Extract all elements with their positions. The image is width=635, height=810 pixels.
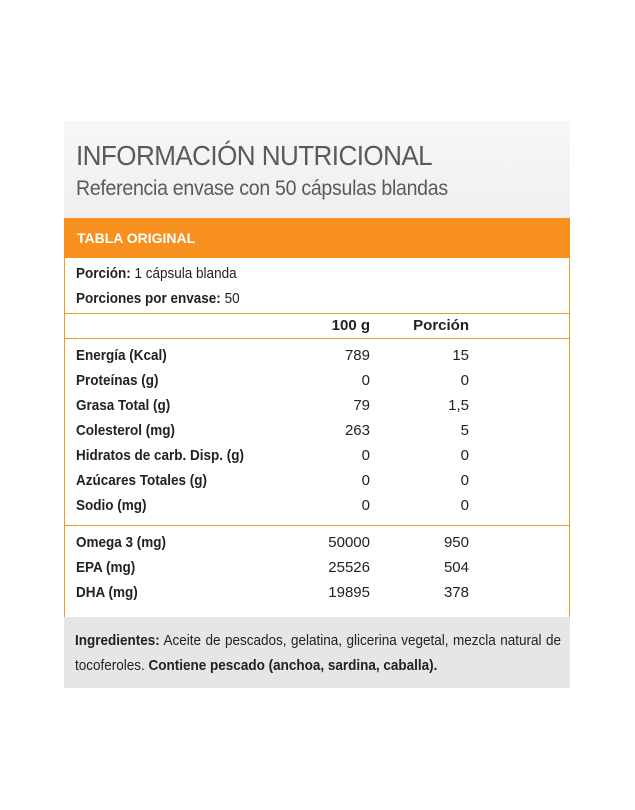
servings-line: Porciones por envase: 50 xyxy=(76,290,240,307)
table-cell-portion: 0 xyxy=(460,497,469,514)
table-cell-100g: 50000 xyxy=(328,534,370,551)
table-cell-100g: 79 xyxy=(353,397,370,414)
table-cell-100g: 0 xyxy=(361,472,370,489)
table-row-label: Azúcares Totales (g) xyxy=(76,472,208,489)
label-header: INFORMACIÓN NUTRICIONAL Referencia envas… xyxy=(64,121,570,218)
table-cell-100g: 25526 xyxy=(328,559,370,576)
table-cell-portion: 1,5 xyxy=(448,397,469,414)
table-cell-portion: 0 xyxy=(460,372,469,389)
table-cell-portion: 0 xyxy=(460,472,469,489)
allergen-warning: Contiene pescado (anchoa, sardina, cabal… xyxy=(148,657,438,674)
table-row-label: Hidratos de carb. Disp. (g) xyxy=(76,447,245,464)
portion-line: Porción: 1 cápsula blanda xyxy=(76,265,237,282)
table-cell-100g: 0 xyxy=(361,447,370,464)
table-row-label: Sodio (mg) xyxy=(76,497,147,514)
portion-label: Porción: xyxy=(76,265,131,282)
table-tab-bar: TABLA ORIGINAL xyxy=(64,218,570,258)
portion-value: 1 cápsula blanda xyxy=(130,265,237,282)
servings-value: 50 xyxy=(220,290,240,307)
table-cell-100g: 0 xyxy=(361,497,370,514)
label-subtitle: Referencia envase con 50 cápsulas blanda… xyxy=(76,177,448,200)
divider xyxy=(65,338,569,339)
table-cell-portion: 5 xyxy=(460,422,469,439)
table-cell-100g: 789 xyxy=(344,347,370,364)
table-cell-100g: 263 xyxy=(344,422,370,439)
table-tab-label: TABLA ORIGINAL xyxy=(77,230,196,246)
table-row-label: Omega 3 (mg) xyxy=(76,534,167,551)
table-cell-portion: 950 xyxy=(443,534,469,551)
table-row-label: Proteínas (g) xyxy=(76,372,159,389)
label-title: INFORMACIÓN NUTRICIONAL xyxy=(76,140,433,171)
ingredients-label: Ingredientes: xyxy=(75,632,160,649)
column-header-portion: Porción xyxy=(413,317,469,334)
table-cell-portion: 0 xyxy=(460,447,469,464)
table-cell-100g: 0 xyxy=(361,372,370,389)
nutrition-table: TABLA ORIGINAL Porción: 1 cápsula blanda… xyxy=(64,218,570,618)
divider xyxy=(65,525,569,526)
table-cell-portion: 378 xyxy=(443,584,469,601)
ingredients-text: Ingredientes: Aceite de pescados, gelati… xyxy=(75,628,561,678)
table-row-label: Colesterol (mg) xyxy=(76,422,176,439)
servings-label: Porciones por envase: xyxy=(76,290,221,307)
column-header-100g: 100 g xyxy=(331,317,370,334)
ingredients-panel: Ingredientes: Aceite de pescados, gelati… xyxy=(64,617,570,688)
table-cell-portion: 504 xyxy=(443,559,469,576)
ingredients-list: Aceite de pescados, gelatina, glicerina … xyxy=(75,632,561,674)
table-cell-100g: 19895 xyxy=(328,584,370,601)
table-row-label: Energía (Kcal) xyxy=(76,347,167,364)
table-row-label: DHA (mg) xyxy=(76,584,138,601)
nutrition-label: INFORMACIÓN NUTRICIONAL Referencia envas… xyxy=(64,121,570,688)
table-row-label: Grasa Total (g) xyxy=(76,397,171,414)
table-cell-portion: 15 xyxy=(452,347,469,364)
table-row-label: EPA (mg) xyxy=(76,559,136,576)
divider xyxy=(65,313,569,314)
